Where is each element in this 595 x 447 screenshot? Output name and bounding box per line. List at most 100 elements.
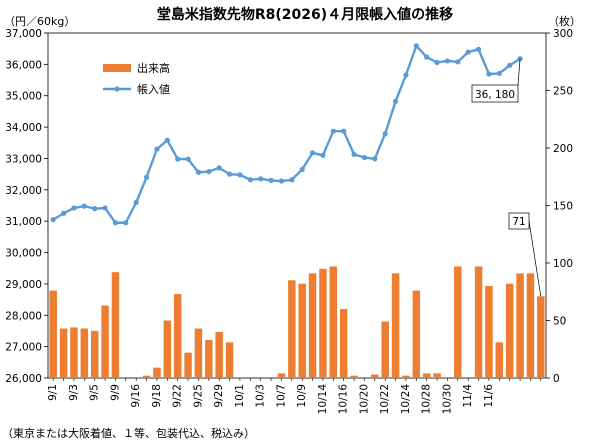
x-axis-tick-label: 9/5 — [89, 384, 101, 401]
volume-bar — [526, 273, 535, 378]
volume-bar — [215, 332, 223, 378]
settlement-point — [102, 205, 108, 211]
volume-bar — [505, 283, 514, 378]
settlement-point — [164, 137, 170, 143]
settlement-point — [299, 166, 305, 173]
settlement-point — [496, 70, 502, 77]
x-axis-tick-label: 9/29 — [213, 384, 225, 408]
x-axis-tick-label: 9/18 — [151, 384, 163, 408]
x-axis-tick-label: 10/24 — [400, 384, 412, 415]
legend-swatch-volume — [103, 64, 131, 72]
left-axis-unit: （円／60kg） — [4, 15, 75, 28]
x-axis-tick-label: 9/22 — [172, 384, 184, 408]
settlement-point — [195, 169, 202, 175]
volume-bar — [101, 305, 109, 378]
volume-bar — [298, 283, 306, 378]
x-axis-tick-label: 10/16 — [338, 384, 350, 415]
volume-bar — [205, 340, 213, 378]
settlement-point — [486, 71, 492, 77]
x-axis-tick-label: 10/20 — [358, 384, 370, 414]
settlement-point — [143, 174, 150, 180]
x-axis-tick-label: 10/7 — [275, 384, 287, 408]
callout-label: 36, 180 — [475, 89, 515, 101]
settlement-line — [50, 43, 523, 226]
right-axis-tick-label: 50 — [553, 316, 566, 328]
settlement-point — [92, 206, 98, 212]
settlement-point — [154, 146, 160, 152]
right-axis-tick-label: 150 — [553, 201, 573, 213]
callout-box — [508, 212, 530, 230]
volume-bar — [381, 321, 389, 378]
volume-bar — [485, 286, 493, 378]
callout-leader — [528, 220, 542, 297]
volume-bar — [319, 268, 327, 378]
settlement-point — [475, 46, 482, 52]
volume-bar — [308, 273, 317, 378]
volume-bar — [173, 294, 182, 378]
volume-bar — [225, 342, 234, 378]
settlement-point — [289, 177, 295, 183]
settlement-point — [81, 203, 87, 209]
left-axis-tick-label: 31,000 — [5, 216, 42, 228]
settlement-point — [424, 54, 430, 60]
x-axis-tick-label: 9/16 — [130, 384, 142, 408]
x-axis-tick-label: 9/1 — [47, 384, 59, 401]
settlement-point — [465, 49, 471, 55]
settlement-point — [60, 210, 67, 216]
x-axis-tick-label: 9/3 — [68, 384, 80, 401]
axes: 26,000 27,000 28,000 29,000 30,000 31,000 32,0… — [5, 28, 573, 414]
x-axis-tick-label: 10/9 — [296, 384, 308, 408]
x-axis-tick-label: 11/6 — [483, 384, 495, 408]
footnote: （東京または大阪着値、１等、包装代込、税込み） — [2, 426, 255, 440]
volume-bar — [402, 375, 410, 378]
x-axis-tick-label: 10/3 — [255, 384, 267, 408]
volume-bar — [537, 296, 545, 378]
settlement-point — [341, 128, 347, 134]
x-axis-tick-label: 11/4 — [462, 384, 474, 408]
legend-label-line: 帳入値 — [137, 82, 170, 96]
settlement-point — [434, 59, 440, 66]
volume-bar — [495, 342, 504, 378]
settlement-point — [112, 220, 119, 226]
callout-label: 71 — [512, 216, 525, 228]
callout-leader — [517, 58, 521, 86]
settlement-point — [216, 165, 222, 171]
settlement-point — [507, 62, 513, 68]
settlement-point — [309, 150, 316, 156]
volume-bar — [49, 290, 57, 378]
settlement-point — [185, 156, 191, 162]
volume-bar — [277, 373, 286, 378]
left-axis-tick-label: 36,000 — [5, 59, 42, 71]
settlement-point — [320, 152, 326, 158]
left-axis-tick-label: 33,000 — [5, 153, 42, 165]
volume-bar — [433, 373, 441, 378]
volume-bar — [184, 352, 192, 378]
settlement-point — [268, 177, 274, 184]
settlement-point — [258, 176, 264, 182]
volume-bar — [454, 266, 462, 378]
settlement-point — [237, 172, 243, 178]
volume-bar — [70, 327, 78, 378]
settlement-point — [123, 220, 129, 226]
settlement-point — [413, 43, 419, 49]
callout-box — [471, 84, 519, 103]
left-axis-tick-label: 27,000 — [5, 342, 42, 354]
right-axis-tick-label: 200 — [553, 143, 573, 155]
settlement-line-path — [52, 44, 521, 224]
settlement-point — [361, 154, 368, 161]
settlement-point — [392, 98, 399, 104]
x-axis-tick-label: 10/22 — [379, 384, 391, 414]
settlement-point — [133, 199, 139, 205]
volume-bar — [194, 328, 203, 378]
settlement-point — [330, 128, 336, 134]
settlement-point — [444, 58, 451, 64]
volume-bar — [90, 330, 99, 378]
left-axis-tick-label: 34,000 — [5, 122, 42, 134]
right-axis-tick-label: 250 — [553, 86, 573, 98]
volume-bar — [329, 266, 338, 378]
x-axis-tick-label: 10/1 — [234, 384, 246, 408]
right-axis-tick-label: 0 — [553, 373, 560, 385]
